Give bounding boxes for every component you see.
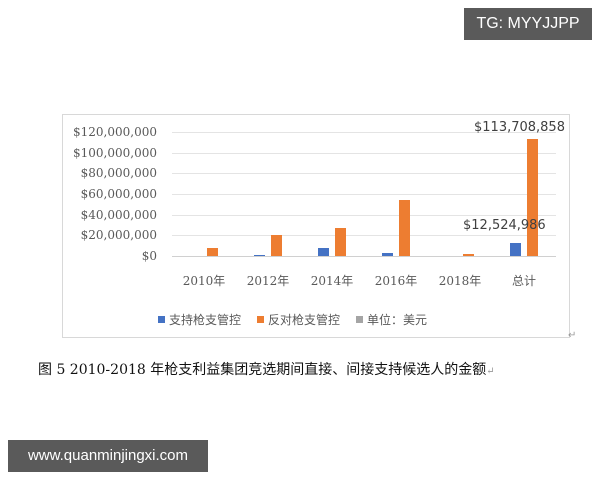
bar-support (510, 243, 521, 256)
bar-oppose (271, 235, 282, 256)
legend-swatch-support (158, 316, 165, 323)
gridline (172, 132, 556, 133)
bar-oppose (463, 254, 474, 256)
y-tick-label: $40,000,000 (80, 207, 157, 222)
gridline (172, 235, 556, 236)
legend-swatch-oppose (257, 316, 265, 323)
y-tick-label: $0 (141, 249, 157, 263)
watermark-bottom: www.quanminjingxi.com (8, 440, 208, 472)
gridline (172, 215, 556, 216)
x-tick-label: 2016年 (374, 274, 418, 288)
bar-oppose (399, 200, 410, 256)
paragraph-mark-icon: ↵ (568, 330, 577, 341)
caption-text: 图 5 2010-2018 年枪支利益集团竞选期间直接、间接支持候选人的金额 (38, 362, 487, 378)
bar-support (318, 248, 329, 256)
y-tick-label: $20,000,000 (80, 228, 157, 243)
total-oppose-label: $113,708,858 (474, 120, 565, 135)
total-support-label: $12,524,986 (463, 218, 546, 233)
legend-item-unit: 单位：美元 (356, 311, 427, 328)
chart-frame (62, 114, 570, 338)
legend-swatch-unit (356, 316, 364, 323)
legend-item-support: 支持枪支管控 (158, 311, 241, 328)
bar-support (382, 252, 393, 256)
y-tick-label: $60,000,000 (80, 187, 157, 201)
legend-label: 单位：美元 (367, 313, 428, 327)
x-tick-label: 总计 (511, 274, 536, 288)
legend-label: 支持枪支管控 (169, 313, 242, 327)
x-tick-label: 2010年 (182, 274, 226, 288)
watermark-top: TG: MYYJJPP (464, 8, 592, 40)
gridline (172, 173, 556, 174)
y-tick-label: $120,000,000 (73, 125, 157, 139)
bar-oppose (527, 138, 538, 256)
bar-oppose (335, 228, 346, 256)
bar-oppose (207, 247, 218, 256)
paragraph-mark-icon: ↵ (486, 366, 495, 377)
figure-caption: 图 5 2010-2018 年枪支利益集团竞选期间直接、间接支持候选人的金额↵ (38, 359, 495, 379)
bar-support (254, 254, 265, 256)
legend-label: 反对枪支管控 (268, 313, 341, 327)
y-tick-label: $100,000,000 (73, 145, 157, 160)
y-tick-label: $80,000,000 (80, 166, 157, 181)
chart-legend: 支持枪支管控 反对枪支管控 单位：美元 (158, 311, 427, 328)
gridline (172, 256, 556, 257)
gridline (172, 194, 556, 195)
x-tick-label: 2014年 (310, 274, 354, 288)
gridline (172, 153, 556, 154)
legend-item-oppose: 反对枪支管控 (257, 311, 340, 328)
x-tick-label: 2012年 (246, 274, 290, 288)
x-tick-label: 2018年 (438, 274, 482, 288)
